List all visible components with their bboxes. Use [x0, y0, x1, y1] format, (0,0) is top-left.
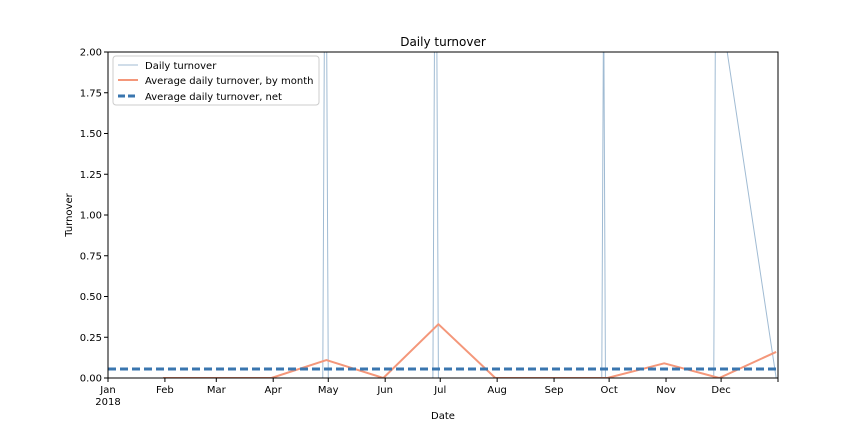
- x-tick-label-5: Jun: [376, 385, 393, 396]
- y-axis: 0.00 0.25 0.50 0.75 1.00 1.25 1.50 1.75 2.00: [80, 48, 108, 385]
- x-tick-sublabel-0: 2018: [95, 397, 120, 408]
- y-tick-label-8: 2.00: [80, 48, 102, 59]
- y-tick-label-6: 1.50: [80, 129, 102, 140]
- series-monthly-average: [163, 323, 777, 378]
- x-tick-label-3: Apr: [265, 385, 283, 396]
- x-tick-label-9: Oct: [600, 385, 617, 396]
- y-tick-label-7: 1.75: [80, 88, 102, 99]
- y-axis-label: Turnover: [64, 192, 75, 237]
- legend-label-monthly: Average daily turnover, by month: [145, 76, 313, 87]
- y-tick-label-1: 0.25: [80, 333, 102, 344]
- x-tick-label-7: Aug: [487, 385, 507, 396]
- x-tick-label-6: Jul: [433, 385, 446, 396]
- x-tick-label-1: Feb: [156, 385, 174, 396]
- y-tick-label-2: 0.50: [80, 292, 102, 303]
- legend-box: [112, 55, 320, 106]
- x-axis-label: Date: [431, 411, 455, 422]
- series-layer: [108, 52, 778, 378]
- x-tick-label-4: May: [318, 385, 339, 396]
- series-daily-turnover: [108, 52, 777, 378]
- y-tick-label-5: 1.25: [80, 170, 102, 181]
- legend-label-net: Average daily turnover, net: [145, 92, 282, 103]
- x-tick-label-11: Dec: [711, 385, 730, 396]
- y-tick-label-4: 1.00: [80, 211, 102, 222]
- y-tick-label-3: 0.75: [80, 251, 102, 262]
- chart-title: Daily turnover: [400, 35, 486, 49]
- x-tick-label-2: Mar: [207, 385, 227, 396]
- legend: Daily turnover Average daily turnover, b…: [112, 55, 320, 106]
- x-tick-label-8: Sep: [545, 385, 564, 396]
- x-tick-label-0: Jan: [99, 385, 115, 396]
- x-tick-label-10: Nov: [656, 385, 676, 396]
- legend-label-daily: Daily turnover: [145, 61, 217, 72]
- y-tick-label-0: 0.00: [80, 374, 102, 385]
